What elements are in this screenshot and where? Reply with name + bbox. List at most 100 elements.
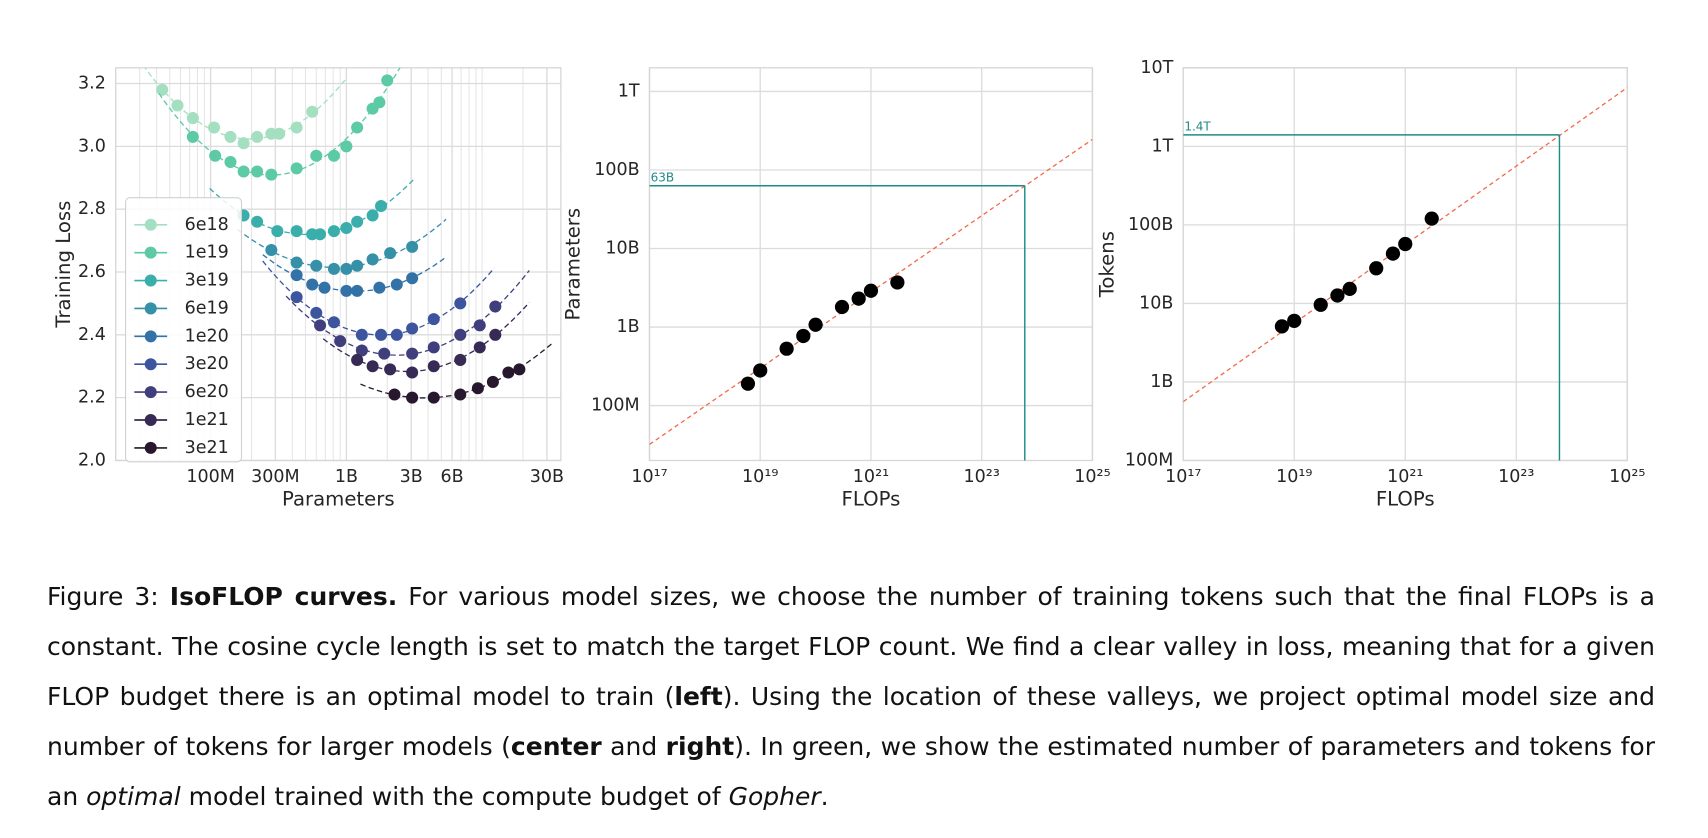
y-tick-label: 3.0	[78, 136, 106, 156]
data-point	[406, 391, 419, 404]
data-point	[486, 375, 499, 388]
plot-area	[144, 67, 554, 404]
data-point	[318, 281, 331, 294]
axes-frame	[115, 67, 562, 462]
data-point	[454, 388, 467, 401]
y-tick-label: 1B	[616, 317, 639, 337]
data-point	[156, 83, 169, 96]
data-point	[327, 149, 340, 162]
x-tick-label: 1B	[335, 467, 358, 487]
data-point	[290, 121, 303, 134]
x-tick-label: 10²¹	[1387, 467, 1423, 487]
legend-marker	[144, 218, 157, 231]
x-tick-label: 10¹⁹	[742, 467, 778, 487]
data-point	[271, 225, 284, 238]
y-tick-label: 10T	[1140, 58, 1173, 78]
data-point	[454, 353, 467, 366]
data-point	[489, 300, 502, 313]
legend-marker	[144, 413, 157, 427]
data-point	[290, 291, 303, 304]
data-point	[310, 149, 323, 162]
y-tick-label: 2.4	[78, 325, 106, 345]
fit-curve	[285, 270, 530, 356]
y-tick-label: 1T	[618, 81, 640, 101]
legend-label: 1e20	[185, 326, 229, 346]
data-point	[427, 313, 440, 326]
data-point	[489, 328, 502, 341]
x-tick-label: 10²³	[1498, 467, 1534, 487]
figure: 100M 300M 1B 3B 6B 30B 2.0 2.2 2.4 2.6 2.8 3.0 3.2 Pa…	[52, 58, 1646, 511]
caption-run: optimal	[86, 782, 181, 811]
data-point	[351, 353, 364, 366]
y-tick-label: 10B	[605, 239, 639, 259]
projection-label: 63B	[651, 171, 675, 185]
data-point	[373, 281, 386, 294]
data-point	[306, 105, 319, 118]
data-point	[384, 363, 397, 376]
legend-label: 3e20	[185, 354, 229, 374]
plot-area	[1183, 87, 1628, 461]
caption-run: left	[674, 682, 723, 711]
y-axis-label: Training Loss	[52, 201, 75, 329]
data-point	[373, 96, 386, 109]
data-point	[406, 366, 419, 379]
data-point	[224, 156, 237, 169]
caption-run: ). Using the location of these valleys, …	[47, 682, 1655, 761]
y-tick-label: 1B	[1150, 372, 1173, 392]
data-point	[327, 225, 340, 238]
data-point	[406, 272, 419, 285]
y-tick-label: 2.0	[78, 450, 106, 470]
x-tick-label: 10¹⁷	[1165, 467, 1201, 487]
legend-marker	[144, 274, 157, 287]
caption-run: Gopher	[728, 782, 821, 811]
data-point	[186, 112, 199, 125]
x-axis-label: FLOPs	[1376, 487, 1435, 510]
caption-run: IsoFLOP curves.	[169, 582, 398, 611]
data-point	[375, 328, 388, 341]
data-point	[890, 275, 905, 290]
data-point	[427, 391, 440, 404]
data-point	[351, 259, 364, 272]
data-point	[388, 388, 401, 401]
data-point	[406, 240, 419, 253]
data-point	[290, 162, 303, 175]
data-point	[186, 130, 199, 143]
data-point	[796, 328, 811, 344]
data-point	[251, 165, 264, 178]
x-axis-label: FLOPs	[842, 487, 901, 510]
plot-area	[649, 138, 1093, 461]
data-point	[406, 322, 419, 335]
data-point	[327, 262, 340, 275]
axes-frame	[648, 67, 1094, 462]
caption-run: ). In green, we show the estimated numbe…	[47, 732, 1656, 811]
y-tick-label: 100B	[1128, 215, 1173, 235]
axes-frame	[1182, 67, 1628, 462]
data-point	[808, 317, 823, 332]
data-point	[224, 130, 237, 143]
data-point	[340, 140, 353, 153]
data-point	[1398, 236, 1413, 252]
data-point	[753, 363, 768, 378]
data-point	[1313, 297, 1328, 312]
x-tick-label: 100M	[186, 467, 235, 487]
x-tick-label: 6B	[440, 467, 463, 487]
data-point	[427, 360, 440, 373]
x-tick-label: 10²¹	[853, 467, 889, 487]
data-point	[1274, 319, 1290, 334]
data-point	[310, 306, 323, 319]
y-tick-label: 2.6	[78, 262, 106, 282]
data-point	[209, 149, 222, 162]
caption-run: Figure 3:	[47, 582, 170, 611]
x-tick-label: 10²⁵	[1609, 467, 1645, 487]
caption-run: model trained with the compute budget of	[180, 782, 729, 811]
legend-label: 6e20	[185, 382, 229, 402]
y-tick-label: 10B	[1139, 293, 1173, 313]
data-point	[390, 328, 403, 341]
data-point	[351, 284, 364, 297]
data-point	[1385, 246, 1401, 261]
x-tick-label: 10²³	[964, 467, 1000, 487]
legend-label: 1e21	[185, 410, 229, 430]
data-point	[366, 209, 379, 222]
data-point	[375, 200, 388, 213]
legend-marker	[144, 302, 157, 315]
